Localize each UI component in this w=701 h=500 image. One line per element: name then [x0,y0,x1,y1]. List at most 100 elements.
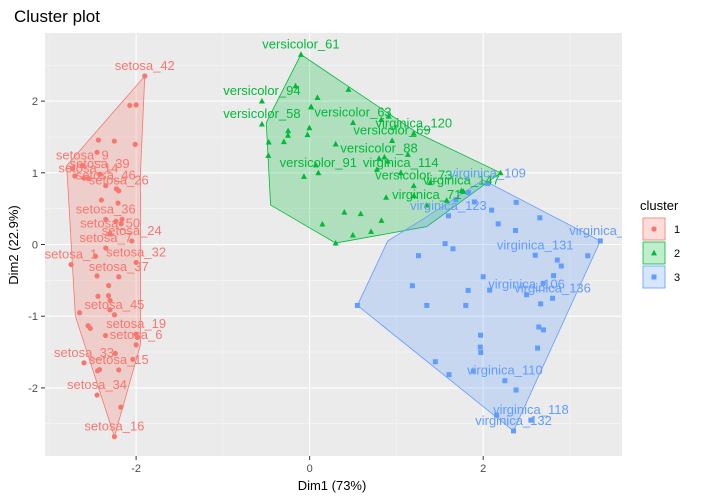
cluster-2-point-label: versicolor_69 [353,123,430,138]
cluster-1-point [94,392,100,398]
cluster-1-point [81,360,87,366]
cluster-3-point [471,199,477,205]
cluster-2-point [265,152,272,158]
cluster-3-point [597,238,603,244]
cluster-1-point-label: setosa_6 [110,327,163,342]
cluster-1-point [85,175,91,182]
cluster-1-point [112,350,118,357]
cluster-2-point [297,51,304,57]
cluster-1-point [68,261,74,268]
cluster-3-point [535,345,541,351]
cluster-3-point [487,287,493,293]
cluster-2-point [280,138,287,145]
plot-panel: setosa_42 setosa_9setosa_14setosa_39setos… [45,33,631,456]
cluster-3-point [480,274,486,280]
cluster-1-point-label: setosa_1 [45,247,98,262]
cluster-3-point-label: virginica_118 [493,402,569,417]
cluster-2-point [308,103,315,110]
cluster-3-point [511,428,517,434]
cluster-3-point-label: virginica_1 [569,223,631,238]
cluster-2-point [378,116,385,123]
cluster-1-point [111,312,118,318]
cluster-3-point [465,287,471,293]
cluster-2-point [332,239,339,246]
cluster-2-point [378,217,385,223]
cluster-2-point-label: versicolor_63 [314,105,391,120]
cluster-1-point-label: setosa_39 [70,156,130,171]
cluster-3-point [478,350,484,356]
cluster-1-point-label: setosa_37 [89,259,149,274]
cluster-2-point [258,97,265,104]
cluster-1-point [116,367,122,373]
cluster-1-point [102,332,109,339]
cluster-2-point [332,140,339,147]
cluster-2-point [258,120,265,127]
cluster-2-point [304,131,311,138]
cluster-1-point [127,102,133,109]
cluster-3-point-label: virginica_106 [488,277,565,292]
cluster-1-point [651,226,657,232]
cluster-1-point [118,404,124,410]
cluster-2-point [384,158,391,164]
cluster-1-point [97,171,103,177]
legend-label-3: 3 [674,272,680,284]
cluster-1-point-label: setosa_9 [56,148,109,163]
cluster-1-point [69,166,76,172]
cluster-1-point-label: setosa_33 [54,345,114,360]
chart-title: Cluster plot [14,7,100,26]
cluster-3-point [446,372,452,378]
legend: cluster 1 2 3 [640,198,680,289]
cluster-1-point-label: setosa_45 [84,297,144,312]
cluster-3-point [495,221,501,227]
cluster-1-point-label: setosa_7 [79,230,132,245]
cluster-1-point [76,310,83,316]
cluster-2-point [423,201,430,208]
cluster-2-point [319,220,326,227]
cluster-3-point-label: virginica_136 [514,280,591,295]
cluster-3-point [540,280,546,286]
cluster-3-point-label: virginica_131 [497,237,574,252]
cluster-1-point [103,216,109,223]
cluster-3-point-label: virginica_109 [449,166,526,181]
cluster-3-point [558,263,564,269]
cluster-3-point [485,181,491,187]
cluster-3-point [537,215,543,221]
cluster-3-point [477,344,483,350]
cluster-1-point [133,102,139,108]
legend-label-1: 1 [674,224,680,236]
cluster-2-point [357,210,364,217]
cluster-1-point [98,197,104,203]
cluster-1-point [129,238,135,244]
cluster-2-point-label: virginica_120 [375,115,452,130]
cluster-3-point [442,241,448,247]
cluster-3-point [415,253,421,259]
cluster-2-point [410,130,417,136]
cluster-2-point [383,194,390,200]
cluster-2-point-label: virginica_71 [392,187,461,202]
cluster-1-point [106,282,112,289]
cluster-2-point [404,151,411,157]
cluster-2-point [292,82,299,89]
cluster-2-point-label: virginica_114 [363,155,439,170]
cluster-1-point [95,293,101,299]
cluster-1-point [111,138,117,144]
cluster-1-point-label: setosa_50 [80,216,140,231]
cluster-1-point [96,366,103,373]
cluster-2-point [315,169,322,176]
x-tick-label: 2 [480,463,486,475]
cluster-1-point-label: setosa_26 [89,173,149,188]
cluster-3-point [478,332,484,338]
cluster-1-point [103,183,109,189]
cluster-3-point [470,368,476,374]
cluster-1-point-label: setosa_24 [102,223,162,238]
cluster-3-point [528,417,534,423]
cluster-2-point [314,94,321,100]
cluster-3-point-label: virginica_110 [467,363,543,378]
cluster-1-point [133,342,139,348]
cluster-1-point [92,253,99,259]
cluster-3-point [489,207,495,213]
cluster-1-point [113,218,119,224]
cluster-1-point [95,137,102,143]
cluster-2-point-label: versicolor_88 [340,140,417,155]
cluster-2-point [300,173,307,179]
